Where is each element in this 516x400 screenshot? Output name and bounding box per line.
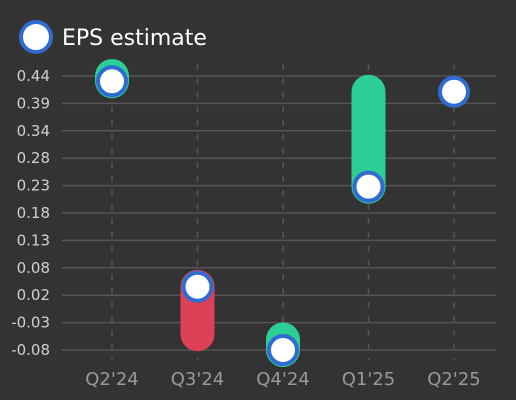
y-tick-label: 0.39: [17, 94, 50, 112]
estimate-point: [438, 75, 470, 108]
x-tick-label: Q2'25: [427, 369, 480, 390]
estimate-point: [352, 170, 385, 203]
estimate-points: [96, 65, 470, 366]
y-tick-label: -0.08: [11, 341, 50, 359]
estimate-point: [267, 334, 299, 366]
y-tick-label: 0.28: [17, 149, 50, 167]
estimate-point: [96, 65, 128, 98]
y-tick-label: 0.18: [17, 204, 50, 222]
x-tick-label: Q2'24: [85, 369, 138, 390]
y-tick-label: 0.13: [17, 231, 50, 249]
y-tick-label: -0.03: [11, 314, 50, 332]
y-tick-label: 0.34: [17, 122, 50, 140]
y-tick-label: 0.23: [17, 177, 50, 195]
x-tick-label: Q3'24: [171, 369, 224, 390]
x-tick-label: Q1'25: [342, 369, 395, 390]
x-tick-label: Q4'24: [256, 369, 309, 390]
y-tick-label: 0.44: [17, 67, 50, 85]
surprise-bar: [351, 74, 386, 204]
y-tick-label: 0.08: [17, 259, 50, 277]
x-axis: Q2'24 Q3'24 Q4'24 Q1'25 Q2'25: [85, 369, 480, 390]
y-tick-label: 0.02: [17, 286, 50, 304]
estimate-point: [181, 270, 214, 303]
legend: EPS estimate: [19, 20, 207, 54]
legend-marker-icon: [19, 20, 53, 54]
grid: [62, 64, 496, 360]
legend-label: EPS estimate: [62, 26, 207, 51]
y-axis: 0.44 0.39 0.34 0.28 0.23 0.18 0.13 0.08 0.02 -0.0…: [11, 67, 50, 359]
